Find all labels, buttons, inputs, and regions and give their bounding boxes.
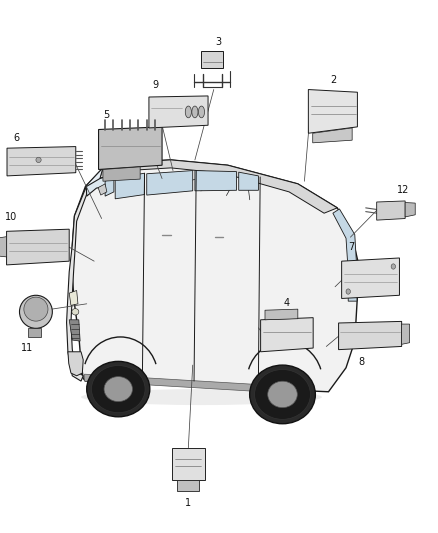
Polygon shape: [339, 321, 402, 350]
Ellipse shape: [104, 377, 132, 401]
Polygon shape: [195, 171, 237, 191]
Polygon shape: [333, 209, 357, 301]
Text: 9: 9: [152, 80, 159, 90]
Polygon shape: [402, 324, 410, 344]
Ellipse shape: [346, 289, 350, 294]
Text: 8: 8: [358, 358, 364, 367]
Polygon shape: [261, 318, 313, 352]
Polygon shape: [100, 160, 337, 213]
Ellipse shape: [24, 297, 48, 321]
Text: 3: 3: [215, 37, 221, 46]
Ellipse shape: [72, 309, 79, 315]
Polygon shape: [313, 128, 352, 143]
Polygon shape: [103, 167, 140, 181]
Ellipse shape: [254, 369, 311, 419]
Ellipse shape: [36, 157, 41, 163]
Text: 10: 10: [5, 212, 17, 222]
Polygon shape: [7, 147, 76, 176]
Text: 6: 6: [14, 133, 20, 142]
Ellipse shape: [87, 361, 150, 417]
Ellipse shape: [250, 365, 315, 424]
Polygon shape: [147, 171, 193, 195]
Ellipse shape: [198, 106, 205, 118]
Polygon shape: [69, 290, 78, 305]
Polygon shape: [239, 172, 258, 190]
Polygon shape: [68, 352, 83, 376]
Polygon shape: [98, 184, 107, 195]
Polygon shape: [72, 160, 359, 392]
Polygon shape: [67, 187, 88, 381]
Ellipse shape: [92, 366, 145, 413]
FancyBboxPatch shape: [172, 448, 205, 480]
Polygon shape: [105, 177, 114, 196]
Polygon shape: [308, 90, 357, 133]
FancyBboxPatch shape: [177, 480, 199, 491]
Polygon shape: [265, 309, 298, 320]
Polygon shape: [7, 229, 69, 265]
Ellipse shape: [192, 106, 198, 118]
Polygon shape: [201, 51, 223, 68]
Polygon shape: [28, 328, 41, 337]
Ellipse shape: [20, 295, 53, 328]
Ellipse shape: [81, 389, 322, 405]
Text: 11: 11: [21, 343, 33, 353]
Ellipse shape: [391, 264, 396, 269]
Polygon shape: [86, 175, 112, 196]
Polygon shape: [0, 237, 7, 257]
Polygon shape: [342, 258, 399, 298]
Text: 2: 2: [331, 75, 337, 85]
Polygon shape: [149, 96, 208, 128]
Polygon shape: [377, 201, 405, 220]
Text: 12: 12: [397, 185, 409, 195]
Ellipse shape: [185, 106, 191, 118]
Text: 1: 1: [185, 498, 191, 507]
Ellipse shape: [268, 381, 297, 408]
Polygon shape: [99, 127, 162, 169]
Text: 7: 7: [348, 243, 354, 252]
Polygon shape: [69, 320, 80, 341]
Text: 5: 5: [103, 110, 109, 120]
Polygon shape: [405, 203, 415, 217]
Text: 4: 4: [284, 298, 290, 308]
Polygon shape: [85, 168, 112, 195]
Polygon shape: [115, 173, 145, 199]
Polygon shape: [85, 374, 263, 392]
